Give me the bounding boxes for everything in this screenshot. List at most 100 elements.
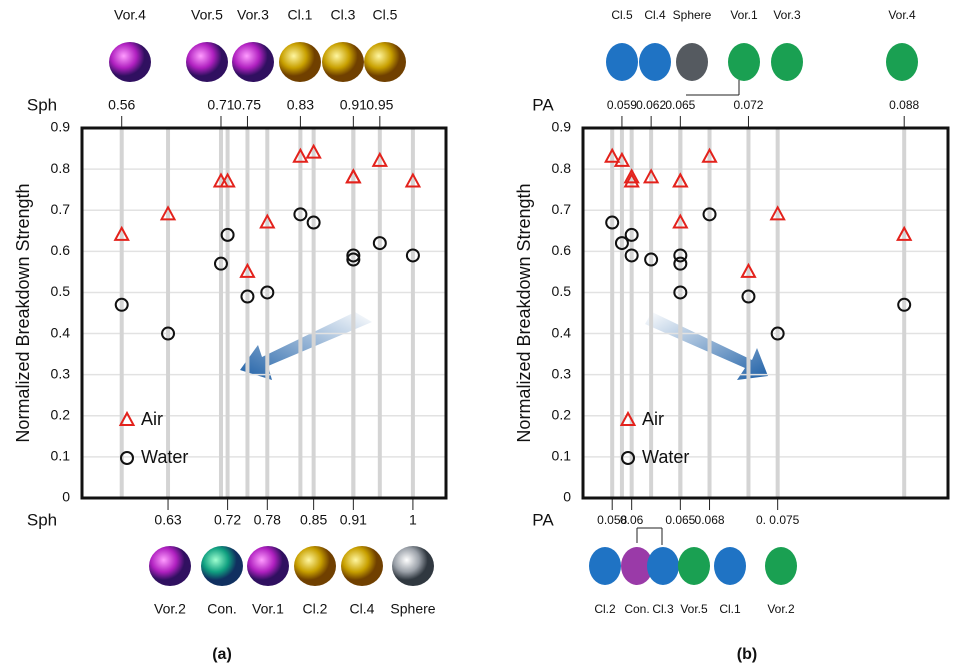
triangle-marker xyxy=(701,147,718,163)
x-axis-label: Sph xyxy=(27,510,57,529)
triangle-marker xyxy=(239,262,256,278)
x-tick-label: 0.088 xyxy=(889,98,919,112)
circle-marker xyxy=(346,252,361,267)
y-tick-label: 0.7 xyxy=(552,201,572,217)
triangle-marker xyxy=(896,225,913,241)
x-tick-label: 0.062 xyxy=(636,98,666,112)
shape-name: Sphere xyxy=(673,8,712,22)
circle-marker xyxy=(213,256,228,271)
y-tick-label: 0.6 xyxy=(552,242,572,258)
shape-name: Con. xyxy=(207,601,237,617)
x-tick-label: 0.75 xyxy=(234,97,261,113)
x-tick-label: 0.06 xyxy=(620,513,644,527)
shape-name: Vor.1 xyxy=(252,601,284,617)
circle-marker xyxy=(624,227,639,242)
panel-label: (a) xyxy=(212,646,232,663)
shape-icon xyxy=(392,546,434,586)
shape-name: Vor.4 xyxy=(114,7,146,23)
y-tick-label: 0.2 xyxy=(552,406,572,422)
triangle-marker xyxy=(219,172,236,188)
circle-marker xyxy=(260,285,275,300)
circle-marker xyxy=(306,215,321,230)
legend-marker xyxy=(118,410,136,426)
shape-icon xyxy=(886,43,918,81)
x-tick-label: 0. 0.075 xyxy=(756,513,800,527)
circle-marker xyxy=(702,207,717,222)
triangle-marker xyxy=(672,172,689,188)
shape-icon xyxy=(728,43,760,81)
shape-name: Vor.3 xyxy=(237,7,269,23)
circle-marker xyxy=(624,248,639,263)
shape-icon xyxy=(279,42,321,82)
plot-frame xyxy=(581,126,950,500)
triangle-marker xyxy=(159,205,177,221)
circle-marker xyxy=(346,248,361,263)
y-axis-label: Normalized Breakdown Strength xyxy=(13,183,33,442)
circle-marker xyxy=(770,326,785,341)
plot-frame xyxy=(80,126,448,500)
x-tick-label: 0.068 xyxy=(695,513,725,527)
triangle-marker xyxy=(623,172,640,188)
y-tick-label: 0 xyxy=(563,489,571,505)
y-tick-label: 0.1 xyxy=(552,448,572,464)
shape-icon xyxy=(247,546,289,586)
shape-name: Cl.3 xyxy=(652,602,674,616)
triangle-marker xyxy=(642,168,660,184)
triangle-marker xyxy=(371,151,388,167)
shape-icon xyxy=(771,43,803,81)
shape-name: Cl.3 xyxy=(331,7,356,23)
x-axis-label: PA xyxy=(532,95,554,114)
circle-marker xyxy=(220,227,235,242)
x-tick-label: 0.072 xyxy=(733,98,763,112)
shape-icon xyxy=(589,547,621,585)
circle-marker xyxy=(293,207,308,222)
shape-name: Cl.4 xyxy=(644,8,666,22)
shape-name: Cl.1 xyxy=(719,602,741,616)
trend-arrow xyxy=(645,312,768,380)
shape-icon xyxy=(341,546,383,586)
triangle-marker xyxy=(404,172,422,188)
shape-icon xyxy=(606,43,638,81)
shape-name: Vor.3 xyxy=(773,8,801,22)
shape-icon xyxy=(294,546,336,586)
y-tick-label: 0.4 xyxy=(552,324,572,340)
triangle-marker xyxy=(740,262,757,278)
shape-icon xyxy=(678,547,710,585)
shape-icon xyxy=(201,546,243,586)
x-tick-label: 0.83 xyxy=(287,97,314,113)
shape-icon xyxy=(364,42,406,82)
panel-label: (b) xyxy=(737,646,757,663)
legend-marker xyxy=(619,410,637,426)
triangle-marker xyxy=(769,205,786,221)
shape-icon xyxy=(765,547,797,585)
x-tick-label: 0.78 xyxy=(254,512,281,528)
shape-icon xyxy=(186,42,228,82)
y-tick-label: 0.8 xyxy=(51,160,71,176)
x-tick-label: 0.72 xyxy=(214,512,241,528)
triangle-marker xyxy=(305,143,322,159)
shape-name: Cl.2 xyxy=(303,601,328,617)
y-tick-label: 0.2 xyxy=(51,406,71,422)
x-tick-label: 1 xyxy=(409,512,417,528)
x-tick-label: 0.95 xyxy=(366,97,393,113)
circle-marker xyxy=(741,289,756,304)
circle-marker xyxy=(405,248,420,263)
x-tick-label: 0.85 xyxy=(300,512,327,528)
x-tick-label: 0.065 xyxy=(665,98,695,112)
triangle-marker xyxy=(259,213,276,229)
shape-icon xyxy=(714,547,746,585)
triangle-marker xyxy=(672,213,689,229)
circle-marker xyxy=(240,289,255,304)
x-tick-label: 0.065 xyxy=(665,513,695,527)
shape-icon xyxy=(676,43,708,81)
shape-name: Vor.2 xyxy=(767,602,795,616)
triangle-marker xyxy=(345,168,362,184)
trend-arrow xyxy=(240,312,372,380)
legend-label: Water xyxy=(642,447,689,467)
triangle-marker xyxy=(623,168,640,184)
circle-marker xyxy=(114,297,129,312)
shape-icon xyxy=(149,546,191,586)
legend-label: Water xyxy=(141,447,188,467)
shape-name: Cl.5 xyxy=(611,8,633,22)
